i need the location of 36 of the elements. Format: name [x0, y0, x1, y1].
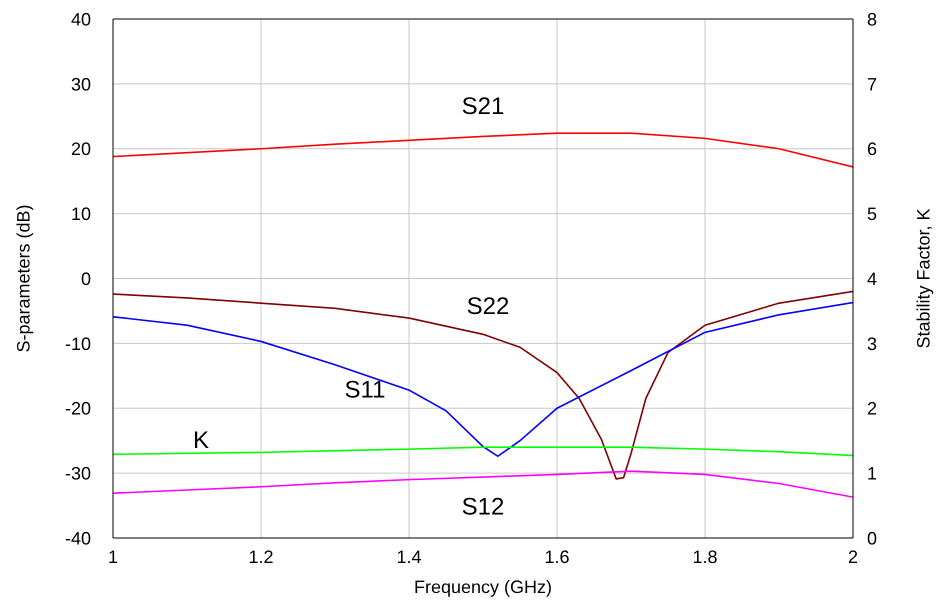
- x-tick-label: 1.2: [248, 546, 274, 567]
- line-series: [113, 132, 853, 168]
- y2-tick-label: 3: [867, 334, 878, 354]
- series-label: S12: [462, 494, 504, 521]
- series-label: S11: [344, 376, 386, 404]
- x-tick-label: 1.4: [396, 546, 422, 567]
- y2-axis-title: Stability Factor, K: [913, 208, 934, 349]
- y2-tick-label: 0: [867, 528, 878, 548]
- line-series: [113, 290, 853, 480]
- x-tick-label: 1.8: [692, 546, 718, 567]
- y2-tick-label: 5: [867, 204, 878, 224]
- y2-tick-label: 8: [867, 9, 878, 30]
- y2-tick-label: 4: [867, 268, 878, 289]
- y-tick-label: 0: [80, 268, 91, 289]
- series-label: S21: [462, 92, 504, 120]
- x-tick-label: 1: [108, 546, 118, 567]
- x-tick-label: 1.6: [544, 546, 570, 567]
- y-tick-label: -40: [64, 528, 91, 548]
- x-axis-title: Frequency (GHz): [414, 577, 552, 597]
- y-tick-label: 40: [70, 9, 91, 30]
- series-label: K: [192, 426, 210, 454]
- x-tick-label: 2: [848, 546, 858, 567]
- y-tick-label: -30: [64, 464, 91, 484]
- y-tick-label: 10: [70, 204, 91, 224]
- y-tick-label: 20: [70, 139, 91, 160]
- y-tick-label: -20: [64, 398, 91, 419]
- series-label: S22: [466, 292, 510, 320]
- y2-tick-label: 7: [867, 74, 878, 94]
- y-tick-label: 30: [70, 74, 91, 94]
- y2-tick-label: 1: [867, 464, 878, 484]
- y2-tick-label: 2: [867, 398, 878, 419]
- line-series: [113, 446, 853, 456]
- y-tick-label: -10: [64, 334, 91, 354]
- line-series: [113, 470, 853, 498]
- y2-tick-label: 6: [867, 139, 878, 160]
- y-axis-title: S-parameters (dB): [13, 204, 34, 353]
